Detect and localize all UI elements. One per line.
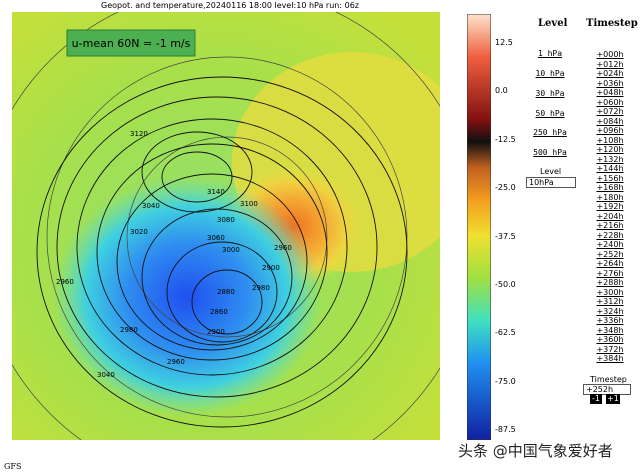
contour-label: 3040 [97,371,115,379]
level-label: Level [540,167,562,176]
timestep-header: Timestep [586,18,638,29]
timestep-link[interactable]: +276h [596,268,624,278]
timestep-link[interactable]: +108h [596,135,624,145]
contour-label: 3080 [217,216,235,224]
timestep-link[interactable]: +000h [596,50,624,59]
contour-label: 3040 [142,202,160,210]
timestep-link[interactable]: +120h [596,145,624,154]
contour-label: 3000 [222,246,240,254]
timestep-link[interactable]: +132h [596,154,624,164]
colorbar-tick: 0.0 [495,86,508,96]
colorbar-tick: 12.5 [495,38,513,47]
timestep-link[interactable]: +180h [596,192,624,202]
colorbar-tick: -75.0 [495,376,516,386]
level-link[interactable]: 1 hPa [537,49,563,58]
contour-label: 2960 [56,278,74,286]
contour-label: 2960 [167,358,185,366]
level-input[interactable]: 10hPa [526,177,576,188]
timestep-link[interactable]: +156h [596,173,624,183]
watermark: 头条 @中国气象爱好者 [458,442,613,460]
colorbar-tick: -62.5 [495,328,516,338]
timestep-link[interactable]: +012h [596,59,624,69]
level-link[interactable]: 250 hPa [533,128,567,137]
timestep-link[interactable]: +300h [596,287,624,297]
timestep-link[interactable]: +384h [596,354,624,363]
timestep-link[interactable]: +204h [596,211,624,221]
contour-label: 3100 [240,200,258,208]
timestep-link[interactable]: +036h [596,78,624,88]
colorbar-tick: -25.0 [495,183,516,193]
timestep-link[interactable]: +192h [596,202,624,211]
timestep-link[interactable]: +228h [596,230,624,240]
timestep-link[interactable]: +168h [596,183,624,192]
timestep-link[interactable]: +048h [596,88,624,97]
timestep-link[interactable]: +372h [596,344,624,354]
timestep-link[interactable]: +312h [596,297,624,306]
contour-label: 2880 [217,288,235,296]
contour-label: 2900 [262,264,280,272]
colorbar-tick: -37.5 [495,231,516,241]
timestep-label: Timestep [590,375,627,384]
timestep-link[interactable]: +084h [596,116,624,126]
timestep-link[interactable]: +144h [596,164,624,173]
timestep-link[interactable]: +072h [596,107,624,116]
contour-label: 2860 [210,308,228,316]
annotation-box [66,29,196,57]
level-link[interactable]: 10 hPa [535,69,565,78]
contour-label: 2900 [207,328,225,336]
timestep-link[interactable]: +264h [596,259,624,268]
contour-label: 2980 [120,326,138,334]
level-header: Level [538,18,568,29]
timestep-link[interactable]: +360h [596,335,624,344]
next-button[interactable]: +1 [606,394,620,404]
contour-label: 2980 [252,284,270,292]
prev-button[interactable]: -1 [590,394,602,404]
colorbar [467,14,491,440]
timestep-link[interactable]: +096h [596,126,624,135]
timestep-link[interactable]: +336h [596,316,624,325]
contour-label: 3020 [130,228,148,236]
contour-label: 2960 [274,244,292,252]
level-link[interactable]: 500 hPa [533,148,567,157]
timestep-link[interactable]: +252h [596,249,624,259]
level-link[interactable]: 50 hPa [535,109,565,118]
level-link[interactable]: 30 hPa [535,89,565,98]
map: u-mean 60N = -1 m/s 3120 3140 3100 3080 3060… [12,12,440,440]
colorbar-tick: -50.0 [495,280,516,289]
colorbar-tick: -87.5 [495,425,516,435]
model-label: GFS [4,462,22,471]
timestep-link[interactable]: +024h [596,69,624,78]
annotation: u-mean 60N = -1 m/s [72,37,191,50]
contour-label: 3060 [207,234,225,242]
timestep-link[interactable]: +216h [596,221,624,230]
title: Geopot. and temperature,20240116 18:00 l… [101,1,359,10]
timestep-link[interactable]: +240h [596,240,624,249]
colorbar-tick: -12.5 [495,134,516,144]
timestep-link[interactable]: +348h [596,325,624,335]
contour-label: 3120 [130,130,148,138]
timestep-link[interactable]: +288h [596,278,624,287]
contour-label: 3140 [207,188,225,196]
timestep-link[interactable]: +060h [596,97,624,107]
timestep-link[interactable]: +324h [596,306,624,316]
